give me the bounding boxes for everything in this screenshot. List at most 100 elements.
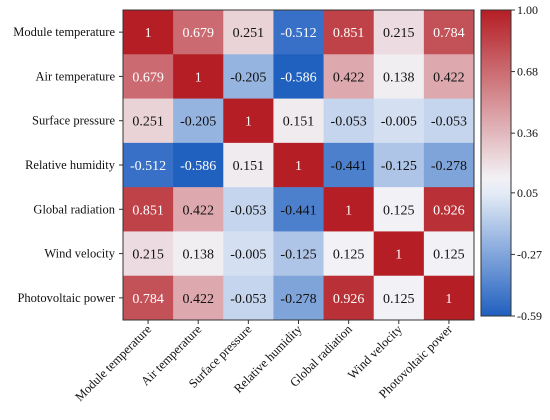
cell-value-label: 0.138 bbox=[182, 248, 214, 263]
heatmap-cell bbox=[423, 10, 475, 55]
heatmap-cell bbox=[223, 10, 274, 55]
cell-value-label: -0.586 bbox=[180, 159, 216, 174]
heatmap-cell bbox=[423, 98, 475, 144]
cell-value-label: 1 bbox=[345, 203, 352, 218]
heatmap-cell bbox=[323, 275, 375, 321]
cell-value-label: 1 bbox=[445, 292, 452, 307]
cell-value-label: 0.138 bbox=[383, 70, 415, 85]
heatmap-cell bbox=[323, 54, 375, 100]
cell-value-label: 0.851 bbox=[132, 203, 164, 218]
cell-value-label: -0.278 bbox=[280, 292, 316, 307]
cell-value-label: 0.784 bbox=[433, 26, 465, 41]
heatmap-cell bbox=[273, 187, 325, 232]
heatmap-cell bbox=[173, 98, 224, 144]
heatmap-cell bbox=[373, 231, 425, 277]
cell-value-label: 0.151 bbox=[233, 159, 265, 174]
cell-value-label: -0.205 bbox=[180, 115, 216, 130]
cell-value-label: 0.422 bbox=[433, 70, 465, 85]
heatmap-cell bbox=[373, 10, 425, 55]
heatmap-cell bbox=[173, 187, 224, 232]
cell-value-label: 0.679 bbox=[132, 70, 164, 85]
y-tick-label: Relative humidity bbox=[25, 158, 116, 172]
heatmap-cell bbox=[173, 10, 224, 55]
y-tick-label: Surface pressure bbox=[32, 114, 115, 128]
heatmap-cell bbox=[173, 231, 224, 277]
cell-value-label: -0.512 bbox=[280, 26, 316, 41]
cell-value-label: -0.053 bbox=[431, 115, 467, 130]
cell-value-label: 0.251 bbox=[132, 115, 164, 130]
colorbar-tick-label: -0.59 bbox=[517, 309, 542, 323]
heatmap-cell bbox=[323, 142, 375, 188]
cell-value-label: -0.053 bbox=[230, 203, 266, 218]
cell-value-label: 0.125 bbox=[383, 292, 415, 307]
cell-value-label: 0.784 bbox=[132, 292, 164, 307]
cell-value-label: 0.125 bbox=[383, 203, 415, 218]
y-tick-label: Module temperature bbox=[13, 25, 115, 39]
heatmap-cell bbox=[273, 54, 325, 100]
cell-value-label: 0.215 bbox=[132, 248, 164, 263]
heatmap-cell bbox=[373, 54, 425, 100]
heatmap-cell bbox=[223, 231, 274, 277]
colorbar-tick-label: 0.68 bbox=[517, 65, 538, 79]
heatmap-cell bbox=[173, 142, 224, 188]
heatmap-cell bbox=[123, 275, 174, 321]
cell-value-label: 0.422 bbox=[333, 70, 365, 85]
cell-value-label: 1 bbox=[395, 248, 402, 263]
heatmap-cell bbox=[123, 231, 174, 277]
cell-value-label: -0.125 bbox=[280, 248, 316, 263]
cell-value-label: -0.005 bbox=[381, 115, 417, 130]
cell-value-label: 0.422 bbox=[182, 292, 214, 307]
cell-value-label: 0.251 bbox=[233, 26, 265, 41]
y-axis-labels: Module temperature Air temperature Surface… bbox=[13, 25, 123, 305]
cell-value-label: 0.851 bbox=[333, 26, 365, 41]
cell-value-label: 0.151 bbox=[283, 115, 315, 130]
colorbar-gradient bbox=[480, 9, 512, 317]
cell-value-label: -0.205 bbox=[230, 70, 266, 85]
heatmap-cell bbox=[123, 54, 174, 100]
heatmap-cell bbox=[323, 98, 375, 144]
heatmap-cell bbox=[173, 54, 224, 100]
y-tick-label: Photovoltaic power bbox=[17, 291, 115, 305]
heatmap-cell bbox=[323, 231, 375, 277]
cell-value-label: 0.926 bbox=[333, 292, 365, 307]
cell-value-label: -0.005 bbox=[230, 248, 266, 263]
heatmap-cell bbox=[123, 10, 174, 55]
heatmap-cell bbox=[423, 275, 475, 321]
cell-value-label: -0.586 bbox=[280, 70, 316, 85]
y-tick-label: Global radiation bbox=[33, 202, 115, 216]
heatmap-cells: 1 0.679 0.251 -0.512 0.851 0.215 0.784 0.679 1 -0… bbox=[122, 9, 475, 321]
heatmap-cell bbox=[273, 98, 325, 144]
heatmap-cell bbox=[223, 275, 274, 321]
x-tick-label: Module temperature bbox=[72, 322, 154, 404]
heatmap-cell bbox=[273, 10, 325, 55]
heatmap-cell bbox=[123, 98, 174, 144]
cell-value-label: -0.441 bbox=[280, 203, 316, 218]
heatmap-cell bbox=[423, 231, 475, 277]
heatmap-cell bbox=[323, 187, 375, 232]
cell-value-label: 0.422 bbox=[182, 203, 214, 218]
cell-value-label: 0.926 bbox=[433, 203, 465, 218]
cell-value-label: -0.053 bbox=[230, 292, 266, 307]
heatmap-cell bbox=[223, 142, 274, 188]
cell-value-label: -0.512 bbox=[130, 159, 166, 174]
heatmap-cell bbox=[223, 187, 274, 232]
cell-value-label: -0.125 bbox=[381, 159, 417, 174]
heatmap-cell bbox=[373, 142, 425, 188]
cell-value-label: -0.278 bbox=[431, 159, 467, 174]
cell-value-label: 0.125 bbox=[333, 248, 365, 263]
cell-value-label: 1 bbox=[295, 159, 302, 174]
y-tick-label: Air temperature bbox=[36, 69, 116, 83]
cell-value-label: 0.215 bbox=[383, 26, 415, 41]
cell-value-label: 0.679 bbox=[182, 26, 214, 41]
colorbar: 1.00 0.68 0.36 0.05 -0.27 -0.59 bbox=[480, 3, 542, 323]
y-tick-label: Wind velocity bbox=[44, 247, 115, 261]
heatmap-cell bbox=[123, 187, 174, 232]
heatmap-cell bbox=[273, 231, 325, 277]
cell-value-label: 0.125 bbox=[433, 248, 465, 263]
heatmap-cell bbox=[423, 54, 475, 100]
heatmap-cell bbox=[123, 142, 174, 188]
heatmap-cell bbox=[373, 98, 425, 144]
colorbar-tick-label: 0.05 bbox=[517, 186, 538, 200]
heatmap-cell bbox=[273, 275, 325, 321]
